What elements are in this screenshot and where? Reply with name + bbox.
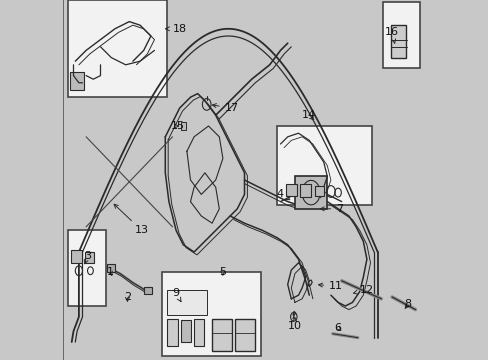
Bar bbox=[294, 176, 326, 209]
Bar bbox=[107, 264, 115, 272]
Text: 5: 5 bbox=[219, 267, 226, 277]
Bar bbox=[85, 252, 94, 263]
Bar bbox=[167, 319, 178, 346]
Text: 13: 13 bbox=[114, 204, 148, 235]
Bar bbox=[70, 72, 84, 90]
Bar bbox=[181, 320, 191, 342]
Text: 8: 8 bbox=[404, 299, 411, 309]
Bar bbox=[212, 319, 231, 351]
Bar bbox=[71, 250, 82, 263]
Bar bbox=[314, 186, 323, 196]
Text: 1: 1 bbox=[107, 267, 114, 277]
Bar bbox=[194, 319, 204, 346]
Text: 6: 6 bbox=[334, 323, 341, 333]
Bar bbox=[285, 184, 296, 196]
Bar bbox=[162, 272, 260, 356]
Text: 10: 10 bbox=[287, 318, 301, 331]
Text: 18: 18 bbox=[165, 24, 186, 34]
Bar bbox=[68, 0, 167, 97]
Bar bbox=[68, 230, 106, 306]
Bar bbox=[235, 319, 255, 351]
Bar bbox=[390, 25, 406, 58]
Bar bbox=[143, 287, 151, 294]
Text: 3: 3 bbox=[84, 251, 91, 264]
Bar bbox=[64, 0, 379, 360]
Bar bbox=[181, 122, 186, 130]
Bar bbox=[300, 184, 310, 197]
Bar bbox=[167, 290, 206, 315]
Text: 2: 2 bbox=[123, 292, 131, 302]
Text: 12: 12 bbox=[353, 285, 373, 295]
Text: 16: 16 bbox=[384, 27, 398, 43]
Text: 17: 17 bbox=[212, 103, 238, 113]
Text: 11: 11 bbox=[318, 281, 343, 291]
Text: 7: 7 bbox=[320, 204, 343, 214]
Text: 9: 9 bbox=[172, 288, 181, 302]
Bar bbox=[276, 126, 371, 205]
Bar bbox=[379, 0, 424, 360]
Text: 15: 15 bbox=[170, 121, 184, 131]
Bar bbox=[379, 0, 424, 83]
Text: 4: 4 bbox=[276, 189, 289, 200]
Bar bbox=[382, 2, 419, 68]
Text: 14: 14 bbox=[302, 110, 316, 120]
